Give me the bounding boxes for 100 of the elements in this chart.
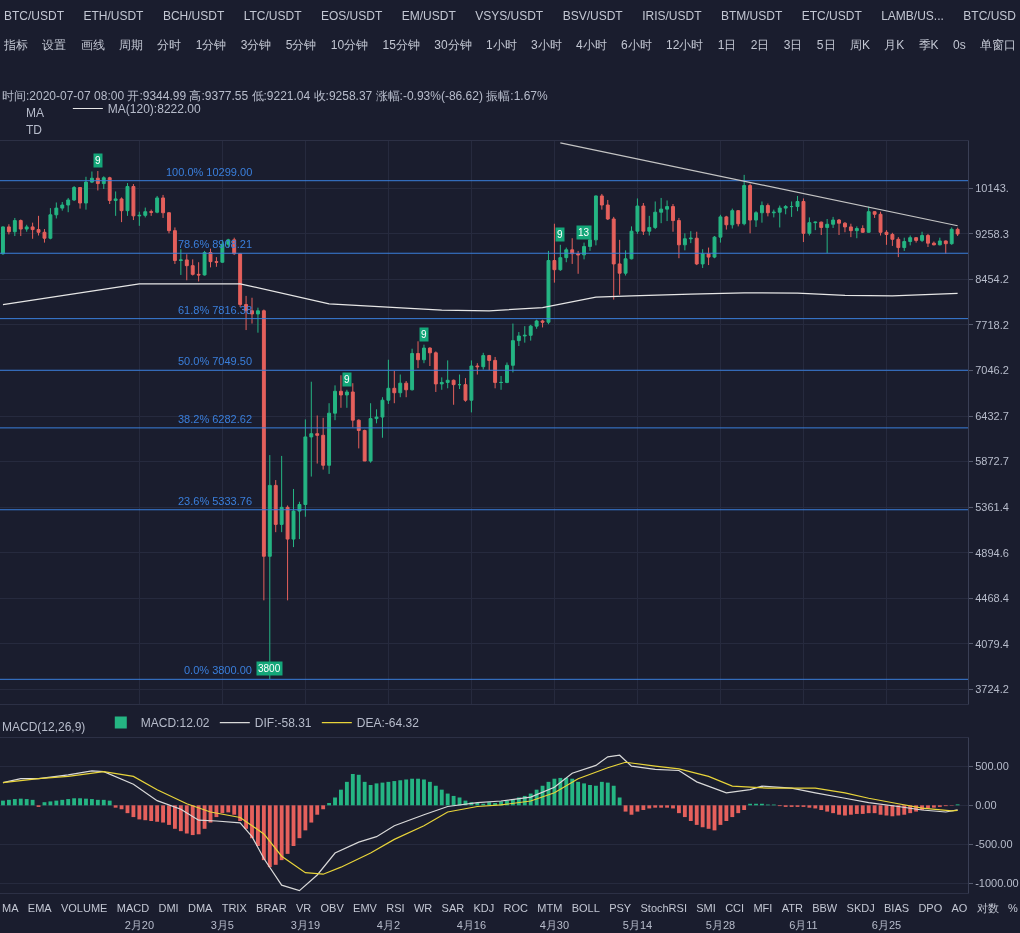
candlestick bbox=[736, 209, 741, 227]
x-tick-label: 5月14 bbox=[622, 919, 653, 932]
candlestick bbox=[937, 237, 942, 246]
candlestick bbox=[700, 248, 705, 269]
y-tick-label: -500.00 bbox=[975, 838, 1013, 851]
text: AO bbox=[951, 902, 968, 914]
candlestick bbox=[854, 225, 859, 239]
text: RSI bbox=[386, 902, 405, 914]
text: ETC/USDT bbox=[801, 9, 862, 23]
candlestick bbox=[250, 297, 254, 325]
ref-line-label: 0.0% 3800.00 bbox=[184, 664, 252, 676]
text: 30分钟 bbox=[434, 36, 472, 54]
candlestick bbox=[422, 344, 426, 364]
bar bbox=[113, 805, 118, 808]
bar bbox=[427, 781, 432, 806]
text: BRAR bbox=[256, 902, 287, 914]
text: SMI bbox=[696, 902, 716, 914]
legend-label: DEA:-64.32 bbox=[356, 716, 420, 731]
bar bbox=[333, 797, 337, 806]
bar bbox=[30, 799, 35, 806]
bar bbox=[398, 780, 403, 806]
text: 15分钟 bbox=[382, 36, 420, 54]
candlestick bbox=[516, 331, 521, 347]
bar bbox=[196, 805, 201, 835]
bar bbox=[261, 805, 266, 861]
legend-label: MA(120):8222.00 bbox=[107, 102, 201, 117]
bar bbox=[392, 781, 397, 806]
legend-label: DIF:-58.31 bbox=[254, 716, 312, 731]
ref-line-label: 50.0% 7049.50 bbox=[178, 355, 253, 367]
text: MTM bbox=[537, 902, 563, 914]
text: IRIS/USDT bbox=[642, 9, 702, 23]
candlestick bbox=[499, 375, 503, 391]
candlestick bbox=[285, 504, 290, 601]
candlestick bbox=[546, 250, 551, 325]
y-tick-label: 6432.7 bbox=[975, 409, 1009, 422]
candlestick bbox=[564, 247, 569, 263]
bar bbox=[825, 805, 830, 812]
chart-title: MACD(12,26,9) bbox=[2, 720, 86, 734]
candlestick bbox=[641, 202, 646, 236]
bar bbox=[238, 805, 243, 821]
bar bbox=[665, 805, 669, 808]
bar bbox=[647, 805, 652, 809]
bar bbox=[155, 805, 160, 822]
candlestick bbox=[676, 217, 681, 259]
text: 1小时 bbox=[485, 36, 517, 54]
candlestick bbox=[60, 201, 65, 212]
bar bbox=[95, 799, 100, 806]
candlestick bbox=[113, 190, 118, 217]
candlestick bbox=[819, 221, 824, 236]
bar bbox=[807, 805, 812, 808]
candlestick bbox=[344, 389, 349, 409]
bar bbox=[688, 805, 693, 821]
bar bbox=[244, 805, 248, 829]
text: 2日 bbox=[750, 36, 770, 54]
bar bbox=[931, 805, 936, 808]
candlestick bbox=[605, 199, 610, 221]
candlestick bbox=[457, 374, 462, 390]
candlestick bbox=[534, 319, 539, 330]
candlestick bbox=[955, 227, 960, 237]
text: MA bbox=[26, 106, 44, 120]
y-tick-label: 10143. bbox=[975, 182, 1009, 195]
candlestick bbox=[748, 183, 753, 234]
candlestick bbox=[107, 176, 112, 205]
y-tick-label: 500.00 bbox=[975, 760, 1009, 773]
line-series bbox=[2, 283, 959, 312]
candlestick bbox=[137, 211, 142, 227]
candlestick bbox=[570, 237, 575, 265]
candlestick bbox=[362, 429, 367, 462]
candlestick bbox=[576, 250, 581, 275]
bar bbox=[682, 805, 687, 818]
candlestick bbox=[908, 235, 913, 246]
y-tick-label: 4468.4 bbox=[975, 592, 1009, 605]
candlestick bbox=[392, 370, 397, 404]
text: 6小时 bbox=[621, 36, 652, 54]
bar bbox=[599, 781, 604, 806]
bar bbox=[202, 805, 207, 829]
candlestick bbox=[439, 376, 444, 391]
candlestick bbox=[309, 381, 314, 478]
bar bbox=[813, 805, 818, 809]
text: BTM/USDT bbox=[720, 9, 783, 23]
text: EMA bbox=[27, 902, 52, 914]
bar bbox=[576, 781, 581, 806]
bar bbox=[72, 798, 77, 806]
bar bbox=[303, 805, 308, 831]
annotation: 3800 bbox=[258, 663, 281, 674]
candlestick bbox=[724, 215, 729, 231]
bar bbox=[623, 805, 628, 812]
x-tick-label: 5月28 bbox=[705, 919, 736, 932]
text: 5日 bbox=[816, 36, 836, 54]
text: 1日 bbox=[717, 36, 737, 54]
bar bbox=[593, 785, 598, 806]
bar bbox=[410, 778, 415, 806]
text: PSY bbox=[609, 902, 632, 914]
bar bbox=[487, 802, 492, 806]
text: OBV bbox=[320, 902, 344, 914]
candlestick bbox=[860, 224, 865, 234]
candlestick bbox=[427, 346, 432, 367]
text: % bbox=[1008, 902, 1018, 914]
text: 月K bbox=[884, 36, 905, 54]
text: 12小时 bbox=[666, 36, 704, 54]
